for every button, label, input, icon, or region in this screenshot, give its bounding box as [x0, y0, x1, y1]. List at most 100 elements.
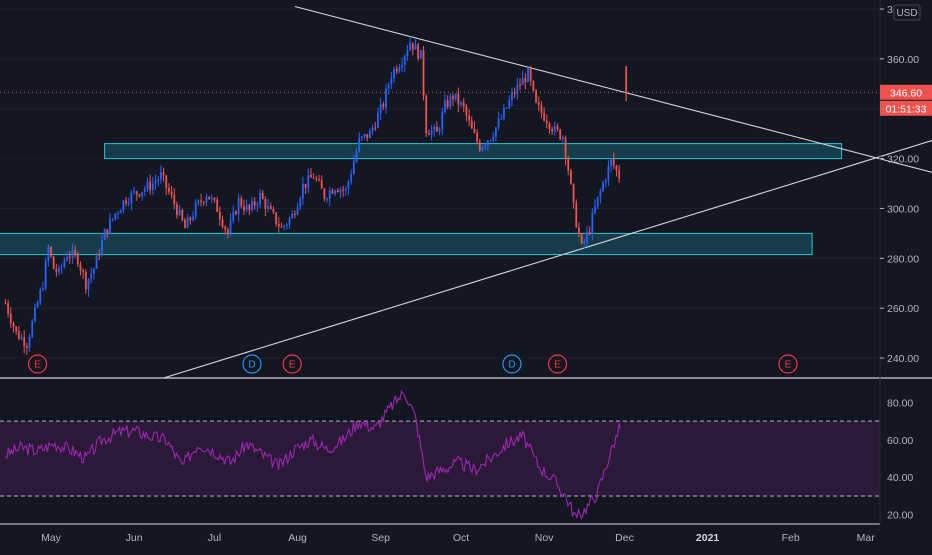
event-label: E: [554, 360, 561, 371]
candle-body: [12, 323, 15, 327]
candle-body: [202, 202, 205, 204]
candle-body: [119, 210, 122, 214]
earnings-marker[interactable]: E: [547, 354, 568, 374]
countdown-label: 01:51:33: [886, 103, 927, 115]
candle-body: [55, 268, 58, 272]
price-tick-label: 260.00: [887, 303, 919, 315]
candle-body: [602, 182, 604, 191]
candle-body: [114, 213, 117, 219]
candle-body: [248, 204, 251, 210]
candle-body: [419, 50, 422, 59]
candle-body: [422, 50, 425, 96]
candle-body: [540, 105, 543, 113]
candle-body: [411, 42, 414, 50]
candle-body: [331, 190, 334, 194]
candle-body: [194, 203, 197, 217]
candle-body: [267, 205, 269, 210]
candle-body: [478, 141, 481, 151]
descending-resistance[interactable]: [294, 5, 932, 176]
candle-body: [39, 289, 42, 303]
time-tick-label: Sep: [371, 532, 390, 544]
candle-body: [500, 118, 503, 120]
candle-body: [575, 202, 578, 228]
earnings-marker[interactable]: E: [282, 354, 302, 374]
event-label: E: [785, 360, 792, 371]
candle-body: [34, 307, 36, 322]
candle-body: [261, 192, 264, 199]
candle-body: [111, 218, 114, 220]
candle-body: [197, 200, 200, 204]
trendlines[interactable]: [163, 5, 932, 379]
candle-body: [66, 256, 68, 261]
candle-body: [497, 118, 500, 128]
candle-body: [607, 165, 610, 181]
candle-body: [452, 95, 454, 100]
candles: [4, 36, 628, 355]
candle-body: [60, 266, 63, 268]
candle-body: [253, 201, 256, 206]
candle-body: [52, 256, 55, 269]
candle-body: [135, 191, 138, 195]
lower-zone[interactable]: [0, 232, 813, 256]
candle-body: [401, 65, 403, 68]
candle-body: [588, 231, 591, 234]
candle-body: [489, 140, 492, 142]
event-label: E: [34, 360, 41, 371]
candle-body: [302, 183, 304, 199]
zones[interactable]: [0, 143, 843, 256]
dividend-marker[interactable]: D: [242, 354, 262, 374]
candle-body: [74, 249, 77, 254]
candle-body: [82, 270, 85, 272]
candle-body: [44, 261, 47, 289]
candle-body: [519, 84, 521, 86]
currency-badge[interactable]: USD: [893, 4, 921, 21]
candle-body: [208, 196, 211, 200]
candle-body: [347, 181, 350, 189]
rsi-band-fill: [0, 421, 880, 496]
currency-label: USD: [896, 8, 917, 19]
candle-body: [527, 67, 529, 83]
earnings-marker[interactable]: E: [778, 354, 798, 374]
candle-body: [583, 241, 586, 244]
candle-body: [494, 127, 497, 137]
candle-body: [457, 93, 460, 105]
candle-body: [277, 224, 280, 227]
candle-body: [178, 209, 181, 216]
last-price-tag: 346.60: [880, 84, 932, 100]
candle-body: [315, 178, 318, 180]
candle-body: [604, 180, 607, 183]
rsi-axis[interactable]: 20.00 40.00 60.00 80.00: [887, 397, 913, 521]
candle-body: [511, 92, 513, 101]
candle-body: [425, 95, 428, 134]
candle-body: [326, 199, 328, 201]
candle-body: [20, 337, 23, 339]
last-price-label: 346.60: [890, 87, 922, 99]
time-tick-label: Oct: [453, 532, 469, 544]
candle-body: [229, 220, 232, 234]
candle-body: [454, 93, 457, 100]
candle-body: [312, 177, 315, 179]
candle-body: [28, 336, 31, 348]
candle-body: [543, 112, 546, 121]
ascending-support[interactable]: [163, 136, 932, 379]
time-axis[interactable]: May Jun Jul Aug Sep Oct Nov Dec 2021 Feb Mar: [41, 532, 875, 544]
upper-zone[interactable]: [104, 143, 843, 160]
candle-body: [403, 56, 406, 66]
rsi-tick-label: 40.00: [887, 472, 913, 484]
candle-body: [293, 213, 296, 215]
candle-body: [580, 234, 583, 244]
candle-body: [551, 129, 554, 132]
candle-body: [441, 112, 444, 130]
time-tick-label: Jun: [126, 532, 143, 544]
candle-body: [221, 219, 224, 227]
candle-body: [192, 216, 194, 220]
earnings-marker[interactable]: E: [27, 354, 48, 374]
rsi-tick-label: 60.00: [887, 435, 913, 447]
candle-body: [615, 166, 618, 171]
dividend-marker[interactable]: D: [502, 354, 522, 374]
candle-body: [355, 151, 358, 162]
candle-body: [481, 146, 484, 151]
rsi-tick-label: 80.00: [887, 397, 913, 409]
